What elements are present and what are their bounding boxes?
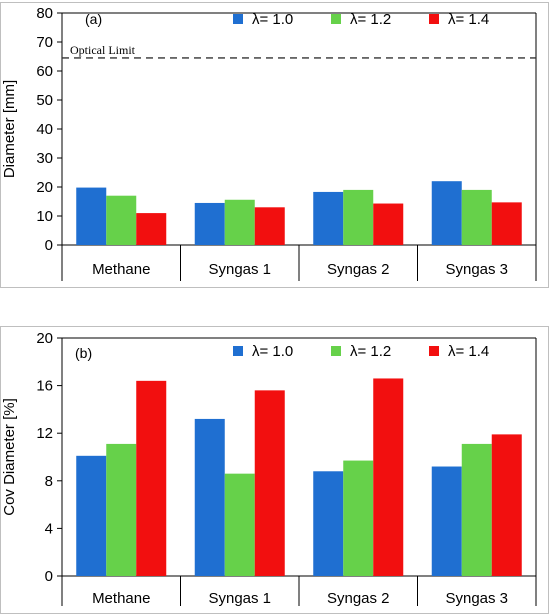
bar-3-1 [136, 213, 167, 245]
bar-2-1 [106, 195, 137, 245]
x-category-label: Syngas 3 [445, 261, 508, 278]
y-tick-label: 8 [45, 473, 53, 490]
bar-3-4 [491, 202, 522, 245]
legend-swatch [429, 346, 439, 356]
legend-label: λ= 1.4 [448, 343, 489, 360]
x-category-label: Syngas 1 [208, 261, 271, 278]
bar-3-2 [254, 390, 285, 576]
y-tick-label: 80 [36, 5, 53, 22]
optical-limit-label: Optical Limit [70, 43, 136, 57]
bar-2-2 [224, 473, 255, 576]
bar-1-3 [313, 471, 344, 576]
y-tick-label: 70 [36, 34, 53, 51]
bar-3-3 [373, 378, 404, 576]
y-tick-label: 30 [36, 150, 53, 167]
bar-1-2 [194, 418, 225, 576]
y-tick-label: 0 [45, 568, 53, 585]
bar-1-1 [76, 455, 107, 576]
bar-1-1 [76, 187, 107, 245]
legend-swatch [429, 14, 439, 24]
bar-3-3 [373, 203, 404, 245]
y-tick-label: 0 [45, 237, 53, 254]
x-category-label: Syngas 1 [208, 590, 271, 607]
chart-panel-a: 0 10 20 30 40 50 60 70 80 Methane Syngas 1 Syngas 2… [0, 2, 549, 288]
bar-1-3 [313, 191, 344, 245]
bar-2-2 [224, 199, 255, 245]
y-tick-label: 16 [36, 378, 53, 395]
panel-label: (a) [85, 11, 102, 27]
x-category-label: Syngas 2 [327, 590, 390, 607]
chart-panel-b: 0 4 8 12 16 20 Methane Syngas 1 Syngas 2 Syngas 3… [0, 326, 549, 614]
bar-1-2 [194, 202, 225, 245]
y-tick-label: 12 [36, 425, 53, 442]
bar-3-2 [254, 207, 285, 245]
bar-2-4 [461, 189, 492, 245]
bar-2-3 [343, 189, 374, 245]
legend-label: λ= 1.2 [350, 343, 391, 360]
y-tick-label: 50 [36, 92, 53, 109]
y-axis-title: Cov Diameter [%] [1, 398, 18, 516]
legend-swatch [331, 14, 341, 24]
x-category-label: Methane [92, 261, 150, 278]
y-tick-label: 20 [36, 330, 53, 347]
bar-1-4 [431, 466, 462, 576]
bar-3-1 [136, 380, 167, 576]
y-tick-label: 10 [36, 208, 53, 225]
x-category-label: Methane [92, 590, 150, 607]
legend-label: λ= 1.0 [252, 11, 293, 28]
legend-label: λ= 1.2 [350, 11, 391, 28]
legend-label: λ= 1.0 [252, 343, 293, 360]
x-category-label: Syngas 2 [327, 261, 390, 278]
y-axis-title: Diameter [mm] [1, 80, 18, 178]
chart-frame [0, 2, 549, 288]
panel-label: (b) [75, 345, 92, 361]
bar-2-3 [343, 460, 374, 576]
bar-2-4 [461, 443, 492, 576]
y-tick-label: 4 [45, 520, 53, 537]
y-tick-label: 40 [36, 121, 53, 138]
legend-swatch [331, 346, 341, 356]
bar-2-1 [106, 443, 137, 576]
legend-label: λ= 1.4 [448, 11, 489, 28]
bar-1-4 [431, 181, 462, 245]
bar-3-4 [491, 434, 522, 576]
y-tick-label: 20 [36, 179, 53, 196]
y-tick-label: 60 [36, 63, 53, 80]
legend-swatch [233, 346, 243, 356]
x-category-label: Syngas 3 [445, 590, 508, 607]
legend-swatch [233, 14, 243, 24]
